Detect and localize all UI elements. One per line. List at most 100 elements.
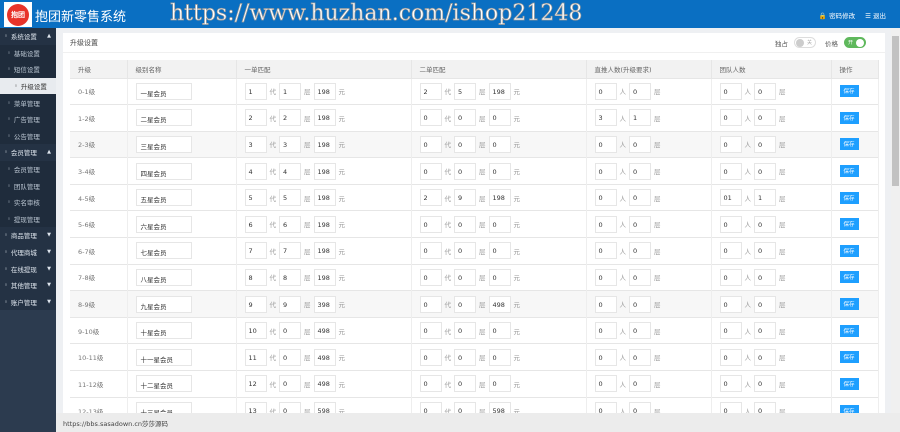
layer-count-input[interactable]: 0 — [629, 135, 651, 153]
save-button[interactable]: 保存 — [839, 351, 859, 364]
layer-count-input[interactable]: 0 — [629, 402, 651, 413]
person-count-input[interactable]: 01 — [719, 189, 742, 207]
sidebar-item[interactable]: ◦ 在线提现 ▼ — [0, 260, 56, 277]
layer-count-input[interactable]: 0 — [754, 348, 776, 366]
person-count-input[interactable]: 0 — [719, 109, 742, 127]
generation-input[interactable]: 0 — [419, 162, 442, 180]
amount-input[interactable]: 198 — [488, 82, 511, 100]
save-button[interactable]: 保存 — [839, 218, 859, 231]
sidebar-item[interactable]: ◦ 广告管理 — [0, 110, 56, 128]
sidebar-item[interactable]: ◦ 商品管理 ▼ — [0, 227, 56, 244]
sidebar-item[interactable]: ◦ 代理商城 ▼ — [0, 243, 56, 261]
layer-count-input[interactable]: 0 — [754, 242, 776, 260]
layer-input[interactable]: 0 — [454, 215, 476, 233]
sidebar-item[interactable]: ◦ 其他管理 ▼ — [0, 276, 56, 294]
level-name-input[interactable]: 十三星会员 — [135, 402, 192, 413]
amount-input[interactable]: 498 — [313, 322, 336, 340]
amount-input[interactable]: 0 — [488, 268, 511, 286]
person-count-input[interactable]: 0 — [594, 322, 617, 340]
amount-input[interactable]: 0 — [488, 109, 511, 127]
sidebar-item[interactable]: ◦ 实名审核 — [0, 193, 56, 211]
layer-input[interactable]: 0 — [279, 322, 301, 340]
layer-input[interactable]: 1 — [279, 82, 301, 100]
generation-input[interactable]: 3 — [244, 135, 267, 153]
person-count-input[interactable]: 0 — [719, 215, 742, 233]
sidebar-item[interactable]: ◦ 菜单管理 — [0, 94, 56, 111]
layer-count-input[interactable]: 0 — [754, 162, 776, 180]
person-count-input[interactable]: 0 — [719, 348, 742, 366]
layer-count-input[interactable]: 0 — [629, 375, 651, 393]
layer-input[interactable]: 0 — [454, 348, 476, 366]
generation-input[interactable]: 0 — [419, 242, 442, 260]
level-name-input[interactable]: 十二星会员 — [135, 375, 192, 393]
generation-input[interactable]: 1 — [244, 82, 267, 100]
person-count-input[interactable]: 0 — [719, 375, 742, 393]
sidebar-item[interactable]: ◦ 提现管理 — [0, 210, 56, 228]
generation-input[interactable]: 0 — [419, 402, 442, 413]
layer-count-input[interactable]: 0 — [754, 375, 776, 393]
generation-input[interactable]: 10 — [244, 322, 267, 340]
save-button[interactable]: 保存 — [839, 298, 859, 311]
scrollbar[interactable] — [891, 28, 900, 413]
generation-input[interactable]: 8 — [244, 268, 267, 286]
amount-input[interactable]: 198 — [488, 189, 511, 207]
layer-count-input[interactable]: 0 — [629, 322, 651, 340]
amount-input[interactable]: 198 — [313, 189, 336, 207]
person-count-input[interactable]: 0 — [719, 135, 742, 153]
generation-input[interactable]: 0 — [419, 322, 442, 340]
amount-input[interactable]: 198 — [313, 242, 336, 260]
layer-input[interactable]: 8 — [279, 268, 301, 286]
save-button[interactable]: 保存 — [839, 165, 859, 178]
layer-input[interactable]: 0 — [454, 402, 476, 413]
layer-input[interactable]: 0 — [454, 268, 476, 286]
save-button[interactable]: 保存 — [839, 244, 859, 257]
amount-input[interactable]: 598 — [488, 402, 511, 413]
person-count-input[interactable]: 0 — [594, 215, 617, 233]
person-count-input[interactable]: 0 — [594, 295, 617, 313]
amount-input[interactable]: 398 — [313, 295, 336, 313]
generation-input[interactable]: 0 — [419, 375, 442, 393]
generation-input[interactable]: 11 — [244, 348, 267, 366]
sidebar-item[interactable]: ◦ 会员管理 — [0, 160, 56, 178]
layer-input[interactable]: 0 — [279, 375, 301, 393]
layer-count-input[interactable]: 0 — [754, 135, 776, 153]
generation-input[interactable]: 0 — [419, 135, 442, 153]
person-count-input[interactable]: 0 — [719, 402, 742, 413]
person-count-input[interactable]: 0 — [594, 135, 617, 153]
layer-count-input[interactable]: 0 — [629, 82, 651, 100]
sidebar-item[interactable]: ◦ 短信设置 — [0, 61, 56, 78]
generation-input[interactable]: 2 — [419, 189, 442, 207]
person-count-input[interactable]: 0 — [594, 402, 617, 413]
layer-count-input[interactable]: 0 — [754, 402, 776, 413]
level-name-input[interactable]: 九星会员 — [135, 295, 192, 313]
layer-count-input[interactable]: 0 — [754, 82, 776, 100]
person-count-input[interactable]: 0 — [719, 162, 742, 180]
sidebar-item[interactable]: ◦ 团队管理 — [0, 177, 56, 194]
scrollbar-thumb[interactable] — [892, 36, 899, 186]
layer-input[interactable]: 5 — [454, 82, 476, 100]
layer-count-input[interactable]: 0 — [629, 348, 651, 366]
layer-count-input[interactable]: 1 — [754, 189, 776, 207]
layer-count-input[interactable]: 0 — [754, 268, 776, 286]
layer-input[interactable]: 3 — [279, 135, 301, 153]
amount-input[interactable]: 498 — [313, 375, 336, 393]
save-button[interactable]: 保存 — [839, 324, 859, 337]
save-button[interactable]: 保存 — [839, 111, 859, 124]
save-button[interactable]: 保存 — [839, 271, 859, 284]
layer-input[interactable]: 0 — [454, 162, 476, 180]
generation-input[interactable]: 6 — [244, 215, 267, 233]
layer-input[interactable]: 9 — [454, 189, 476, 207]
layer-input[interactable]: 4 — [279, 162, 301, 180]
layer-count-input[interactable]: 0 — [629, 189, 651, 207]
level-name-input[interactable]: 十星会员 — [135, 322, 192, 340]
layer-input[interactable]: 0 — [279, 402, 301, 413]
level-name-input[interactable]: 十一星会员 — [135, 348, 192, 366]
person-count-input[interactable]: 0 — [594, 268, 617, 286]
sidebar-item[interactable]: ◦ 系统设置 ▲ — [0, 28, 56, 45]
amount-input[interactable]: 198 — [313, 268, 336, 286]
layer-input[interactable]: 0 — [279, 348, 301, 366]
save-button[interactable]: 保存 — [839, 377, 859, 390]
person-count-input[interactable]: 0 — [594, 348, 617, 366]
person-count-input[interactable]: 0 — [719, 268, 742, 286]
exclusive-toggle[interactable]: 关 — [794, 37, 816, 48]
